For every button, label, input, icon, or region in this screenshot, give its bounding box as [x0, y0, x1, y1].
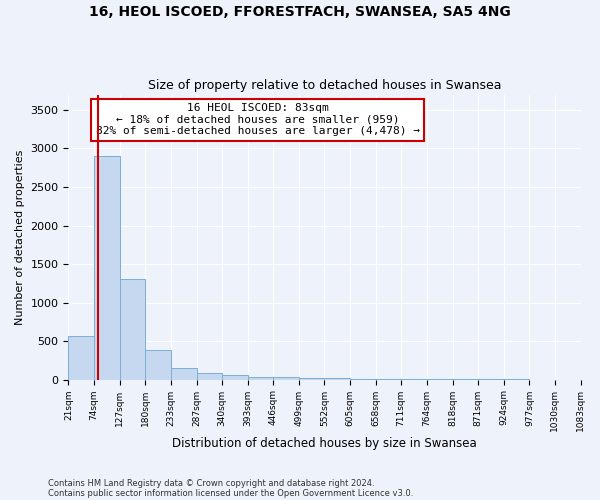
Bar: [197, 373, 222, 380]
Bar: [350, 379, 376, 380]
Bar: [119, 278, 145, 380]
Bar: [274, 378, 299, 380]
Bar: [376, 379, 401, 380]
Bar: [170, 368, 197, 380]
Bar: [94, 156, 119, 380]
Bar: [299, 378, 325, 380]
Bar: [145, 350, 170, 380]
Y-axis label: Number of detached properties: Number of detached properties: [15, 150, 25, 325]
Bar: [68, 336, 94, 380]
Title: Size of property relative to detached houses in Swansea: Size of property relative to detached ho…: [148, 79, 501, 92]
Bar: [325, 378, 350, 380]
Bar: [222, 375, 248, 380]
X-axis label: Distribution of detached houses by size in Swansea: Distribution of detached houses by size …: [172, 437, 477, 450]
Bar: [248, 376, 274, 380]
Text: 16 HEOL ISCOED: 83sqm
← 18% of detached houses are smaller (959)
82% of semi-det: 16 HEOL ISCOED: 83sqm ← 18% of detached …: [96, 103, 420, 136]
Text: Contains public sector information licensed under the Open Government Licence v3: Contains public sector information licen…: [48, 488, 413, 498]
Text: 16, HEOL ISCOED, FFORESTFACH, SWANSEA, SA5 4NG: 16, HEOL ISCOED, FFORESTFACH, SWANSEA, S…: [89, 5, 511, 19]
Text: Contains HM Land Registry data © Crown copyright and database right 2024.: Contains HM Land Registry data © Crown c…: [48, 478, 374, 488]
